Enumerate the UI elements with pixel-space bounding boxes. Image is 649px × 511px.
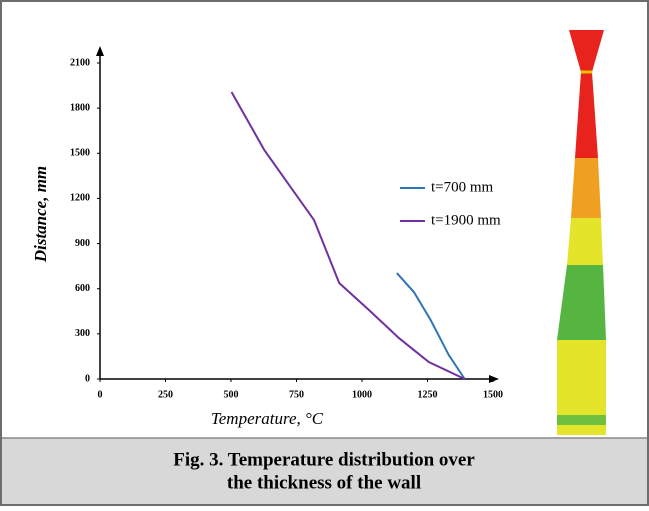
legend-label: t=700 mm <box>431 179 494 195</box>
x-tick-label: 500 <box>224 389 239 400</box>
x-tick-label: 0 <box>98 389 103 400</box>
caption-line: the thickness of the wall <box>227 472 421 493</box>
y-tick-label: 1800 <box>70 102 90 113</box>
frame <box>1 1 648 505</box>
tower-yellow-2 <box>557 340 606 415</box>
y-tick-label: 900 <box>75 238 90 249</box>
y-tick-label: 2100 <box>70 57 90 68</box>
caption-band <box>2 438 647 504</box>
y-tick-label: 300 <box>75 328 90 339</box>
tower-yellow-3 <box>557 425 606 435</box>
x-tick-label: 1000 <box>352 389 372 400</box>
caption-line: Fig. 3. Temperature distribution over <box>173 449 475 470</box>
tower-orange <box>571 158 601 218</box>
legend-label: t=1900 mm <box>431 212 501 228</box>
x-axis-label: Temperature, °C <box>211 409 324 428</box>
figure: Temperature, °C Distance, mm Fig. 3. Tem… <box>0 0 649 506</box>
y-tick-label: 1500 <box>70 148 90 159</box>
tower-green-2 <box>557 415 606 425</box>
y-tick-label: 600 <box>75 283 90 294</box>
tower-yellow <box>567 218 603 265</box>
y-tick-label: 0 <box>85 373 90 384</box>
y-axis-label: Distance, mm <box>31 166 50 263</box>
x-tick-label: 1250 <box>418 389 438 400</box>
y-tick-label: 1200 <box>70 193 90 204</box>
x-tick-label: 250 <box>158 389 173 400</box>
x-tick-label: 1500 <box>483 389 503 400</box>
x-tick-label: 750 <box>289 389 304 400</box>
